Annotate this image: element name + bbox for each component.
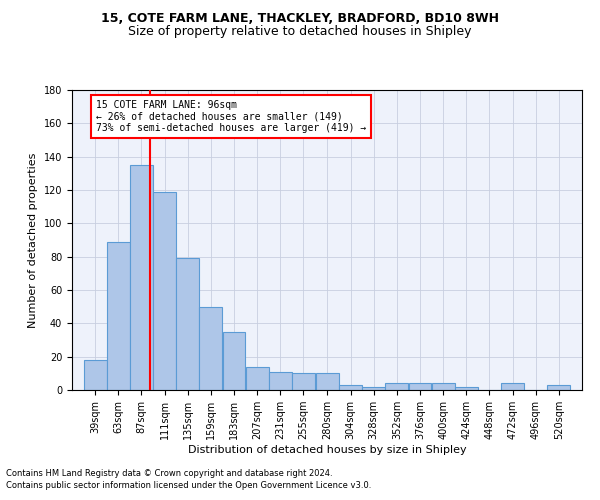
X-axis label: Distribution of detached houses by size in Shipley: Distribution of detached houses by size … bbox=[188, 445, 466, 455]
Text: 15 COTE FARM LANE: 96sqm
← 26% of detached houses are smaller (149)
73% of semi-: 15 COTE FARM LANE: 96sqm ← 26% of detach… bbox=[96, 100, 367, 133]
Bar bbox=[547, 385, 571, 390]
Bar bbox=[292, 374, 315, 390]
Bar bbox=[385, 384, 409, 390]
Bar bbox=[362, 386, 385, 390]
Y-axis label: Number of detached properties: Number of detached properties bbox=[28, 152, 38, 328]
Bar bbox=[432, 384, 455, 390]
Text: Contains HM Land Registry data © Crown copyright and database right 2024.: Contains HM Land Registry data © Crown c… bbox=[6, 468, 332, 477]
Text: Size of property relative to detached houses in Shipley: Size of property relative to detached ho… bbox=[128, 25, 472, 38]
Bar bbox=[269, 372, 292, 390]
Bar bbox=[501, 384, 524, 390]
Bar bbox=[316, 374, 339, 390]
Bar bbox=[245, 366, 269, 390]
Bar bbox=[176, 258, 199, 390]
Bar bbox=[130, 165, 153, 390]
Text: Contains public sector information licensed under the Open Government Licence v3: Contains public sector information licen… bbox=[6, 481, 371, 490]
Bar bbox=[107, 242, 130, 390]
Bar bbox=[409, 384, 431, 390]
Bar bbox=[455, 386, 478, 390]
Bar bbox=[339, 385, 362, 390]
Bar bbox=[83, 360, 107, 390]
Bar bbox=[199, 306, 222, 390]
Text: 15, COTE FARM LANE, THACKLEY, BRADFORD, BD10 8WH: 15, COTE FARM LANE, THACKLEY, BRADFORD, … bbox=[101, 12, 499, 26]
Bar bbox=[223, 332, 245, 390]
Bar bbox=[153, 192, 176, 390]
